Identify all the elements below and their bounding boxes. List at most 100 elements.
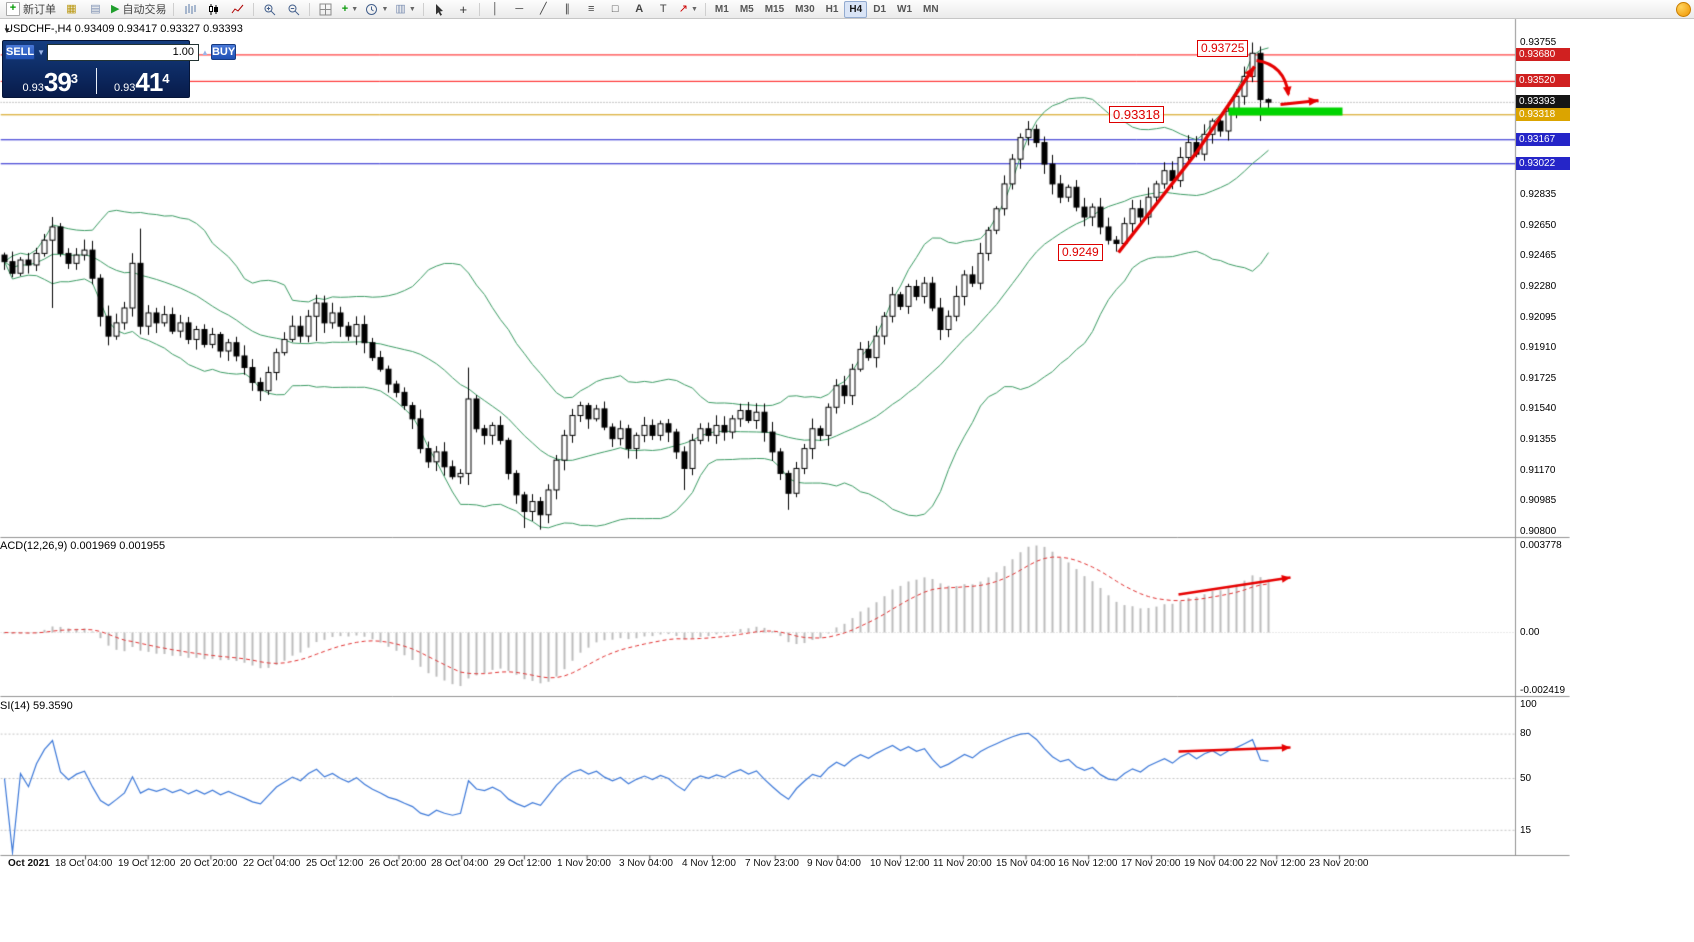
price-badge: 0.93393	[1516, 95, 1570, 108]
buy-price[interactable]: 0.93 41 4	[97, 69, 188, 97]
time-axis-label: 19 Oct 12:00	[118, 858, 176, 869]
profiles-icon: ▤	[90, 2, 101, 15]
timeframe-button-M30[interactable]: M30	[795, 3, 815, 15]
toolbar-separator	[422, 2, 424, 16]
algo-trading-label: 自动交易	[122, 4, 167, 16]
time-axis-label: 9 Nov 04:00	[807, 858, 861, 869]
time-axis-label: 18 Oct 04:00	[55, 858, 113, 869]
shapes-tool-button[interactable]: □	[604, 0, 627, 18]
new-order-icon: +	[6, 2, 20, 16]
price-annotation[interactable]: 0.93725	[1197, 40, 1249, 57]
zoom-in-icon	[264, 4, 276, 15]
arrow-object-icon: ↗	[678, 2, 688, 15]
chart-ohlc-title: USDCHF-,H4 0.93409 0.93417 0.93327 0.933…	[5, 23, 243, 35]
volume-dropdown-icon[interactable]: ▼	[37, 47, 46, 57]
vertical-line-tool-button[interactable]: │	[484, 0, 507, 18]
buy-button[interactable]: BUY	[210, 44, 237, 60]
sell-price-prefix: 0.93	[22, 82, 44, 94]
label-icon: T	[659, 2, 667, 15]
sell-price[interactable]: 0.93 39 3	[5, 69, 96, 97]
templates-button[interactable]: ▥ ▼	[392, 0, 418, 18]
cursor-tool-button[interactable]	[428, 0, 451, 18]
toolbar-separator	[704, 2, 706, 16]
vertical-line-icon: │	[491, 2, 499, 15]
time-axis-label: 11 Nov 20:00	[933, 858, 992, 869]
buy-price-big: 41	[135, 67, 163, 97]
line-chart-icon	[232, 4, 244, 13]
new-order-button[interactable]: + 新订单	[3, 0, 59, 18]
time-axis-label: 4 Nov 12:00	[682, 858, 736, 869]
toolbar-separator	[253, 2, 255, 16]
buy-price-prefix: 0.93	[113, 82, 136, 94]
price-axis-label: 0.91170	[1520, 465, 1556, 476]
timeframe-button-W1[interactable]: W1	[897, 3, 913, 15]
timeframe-button-MN[interactable]: MN	[923, 3, 939, 15]
candlestick-type-button[interactable]	[202, 0, 225, 18]
chart-window-button[interactable]: ▦	[60, 0, 83, 18]
account-avatar-icon[interactable]	[1676, 1, 1691, 17]
volume-spinner-icon[interactable]: ▲	[201, 47, 209, 57]
cursor-icon	[435, 3, 443, 16]
text-tool-button[interactable]: A	[628, 0, 651, 18]
channel-tool-button[interactable]: ∥	[556, 0, 579, 18]
price-axis-label: 0.91910	[1520, 342, 1557, 353]
chevron-down-icon: ▼	[381, 5, 389, 13]
sell-button[interactable]: SELL	[5, 44, 36, 60]
time-axis-label: 22 Nov 12:00	[1246, 858, 1306, 869]
macd-axis-label: 0.003778	[1520, 540, 1562, 551]
rsi-axis-label: 80	[1520, 728, 1532, 739]
price-axis-label: 0.90985	[1520, 495, 1557, 506]
shapes-icon: □	[611, 2, 619, 15]
indicators-button[interactable]: + ▼	[338, 0, 361, 18]
timeframe-button-H1[interactable]: H1	[825, 3, 839, 15]
volume-input[interactable]	[47, 43, 200, 61]
time-axis-label: 19 Nov 04:00	[1184, 858, 1244, 869]
profiles-button[interactable]: ▤	[84, 0, 107, 18]
arrows-tool-button[interactable]: ↗ ▼	[676, 0, 701, 18]
time-axis-label: 16 Nov 12:00	[1058, 858, 1118, 869]
timeframe-button-M15[interactable]: M15	[764, 3, 785, 15]
timeframe-button-M1[interactable]: M1	[714, 3, 729, 15]
label-tool-button[interactable]: T	[652, 0, 675, 18]
one-click-collapse-icon[interactable]: ▼	[3, 26, 11, 35]
horizontal-line-tool-button[interactable]: ─	[508, 0, 531, 18]
toolbar-separator	[309, 2, 311, 16]
price-annotation[interactable]: 0.93318	[1109, 106, 1164, 123]
time-axis-label: 22 Oct 04:00	[243, 858, 301, 869]
tile-windows-button[interactable]	[314, 0, 337, 18]
trendline-icon: ╱	[539, 2, 547, 15]
price-axis-label: 0.92650	[1520, 220, 1557, 231]
trendline-tool-button[interactable]: ╱	[532, 0, 555, 18]
algo-trading-button[interactable]: ▶ 自动交易	[108, 0, 169, 18]
crosshair-tool-button[interactable]: +	[452, 0, 475, 18]
chart-area[interactable]	[0, 0, 1570, 880]
timeframe-button-M5[interactable]: M5	[739, 3, 754, 15]
chart-window-icon: ▦	[66, 2, 77, 15]
algo-trading-icon: ▶	[111, 2, 120, 15]
time-axis-label: 3 Nov 04:00	[619, 858, 673, 869]
zoom-in-button[interactable]	[258, 0, 281, 18]
price-axis-label: 0.92280	[1520, 281, 1557, 292]
timeframe-button-H4[interactable]: H4	[844, 0, 868, 18]
timeframe-button-D1[interactable]: D1	[873, 3, 887, 15]
price-axis-label: 0.93755	[1520, 37, 1557, 48]
zoom-out-button[interactable]	[282, 0, 305, 18]
time-axis-label: 17 Nov 20:00	[1121, 858, 1181, 869]
bar-chart-type-button[interactable]	[178, 0, 201, 18]
price-axis-label: 0.91355	[1520, 434, 1557, 445]
price-annotation[interactable]: 0.9249	[1058, 244, 1103, 261]
indicators-add-icon: +	[341, 2, 349, 15]
line-chart-type-button[interactable]	[226, 0, 249, 18]
time-axis-label: 7 Nov 23:00	[745, 858, 799, 869]
tile-windows-icon	[319, 3, 332, 15]
fibonacci-tool-button[interactable]: ≡	[580, 0, 603, 18]
chevron-down-icon: ▼	[690, 5, 698, 13]
macd-indicator-label: ACD(12,26,9) 0.001969 0.001955	[0, 540, 166, 552]
rsi-indicator-label: SI(14) 59.3590	[0, 700, 73, 712]
toolbar-separator	[478, 2, 480, 16]
price-axis-label: 0.92465	[1520, 250, 1557, 261]
macd-axis-label: -0.002419	[1520, 685, 1566, 696]
templates-icon: ▥	[395, 2, 406, 15]
periods-button[interactable]: ▼	[362, 0, 391, 18]
